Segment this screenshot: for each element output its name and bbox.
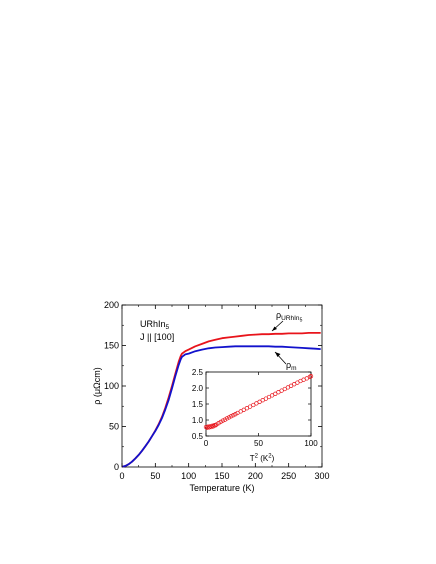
inset-y-tick-label: 0.5 bbox=[192, 432, 204, 441]
main-series-group bbox=[122, 332, 321, 468]
inset-x-tick-label: 100 bbox=[304, 439, 318, 448]
inset-data-point bbox=[231, 413, 236, 418]
y-tick-label: 200 bbox=[104, 300, 119, 310]
inset-data-point bbox=[209, 424, 214, 430]
inset-data-point bbox=[216, 421, 221, 426]
x-tick-label: 100 bbox=[181, 471, 196, 481]
inset-axis-ticks: 0 50 100 0.5 1.0 1.5 2.0 2.5 bbox=[192, 368, 318, 448]
series-line-m bbox=[122, 345, 321, 468]
x-tick-label: 200 bbox=[248, 471, 263, 481]
series-label-m: ρm bbox=[286, 360, 297, 372]
inset-data-point bbox=[218, 419, 223, 425]
inset-data-point bbox=[214, 422, 219, 427]
inset-y-tick-label: 2.0 bbox=[192, 384, 204, 393]
inset-x-tick-label: 50 bbox=[254, 439, 263, 448]
main-plot: 0 50 100 150 200 250 300 0 50 100 150 200 Temperatu… bbox=[92, 300, 330, 493]
y-axis-title: ρ (μΩcm) bbox=[92, 367, 102, 405]
inset-data-point bbox=[233, 412, 238, 417]
series-arrowhead-m bbox=[275, 352, 281, 357]
y-tick-label: 100 bbox=[104, 381, 119, 391]
inset-data-point bbox=[308, 374, 314, 379]
x-tick-label: 150 bbox=[214, 471, 229, 481]
inset-series-group bbox=[203, 374, 314, 430]
x-tick-label: 300 bbox=[314, 471, 329, 481]
inset-data-point bbox=[229, 414, 234, 419]
y-tick-label: 150 bbox=[104, 341, 119, 351]
main-axis-ticks: 0 50 100 150 200 250 300 0 50 100 150 200 bbox=[104, 300, 330, 481]
inset-data-point bbox=[220, 418, 225, 423]
inset-plot: 0 50 100 0.5 1.0 1.5 2.0 2.5 T2 (K2) bbox=[192, 368, 318, 463]
compound-label: URhIn5 bbox=[140, 319, 170, 331]
inset-data-point bbox=[224, 416, 230, 421]
series-label-urhin5: ρURhIn5 bbox=[276, 310, 303, 324]
x-tick-label: 50 bbox=[150, 471, 160, 481]
inset-plot-frame bbox=[205, 371, 312, 437]
y-tick-label: 50 bbox=[109, 422, 119, 432]
y-tick-label: 0 bbox=[114, 462, 119, 472]
inset-data-point bbox=[222, 417, 228, 422]
inset-data-point bbox=[213, 423, 218, 428]
inset-data-point bbox=[226, 415, 232, 420]
current-direction-label: J || [100] bbox=[140, 332, 174, 342]
x-tick-label: 0 bbox=[119, 471, 124, 481]
inset-y-tick-label: 1.5 bbox=[192, 400, 204, 409]
x-tick-label: 250 bbox=[281, 471, 296, 481]
inset-y-tick-label: 2.5 bbox=[192, 368, 204, 377]
inset-x-axis-title: T2 (K2) bbox=[250, 454, 275, 464]
inset-x-tick-label: 0 bbox=[204, 439, 209, 448]
inset-data-point bbox=[211, 424, 216, 429]
series-arrowhead-urhin5 bbox=[272, 326, 277, 331]
inset-y-tick-label: 1.0 bbox=[192, 416, 204, 425]
x-axis-title: Temperature (K) bbox=[189, 483, 254, 493]
